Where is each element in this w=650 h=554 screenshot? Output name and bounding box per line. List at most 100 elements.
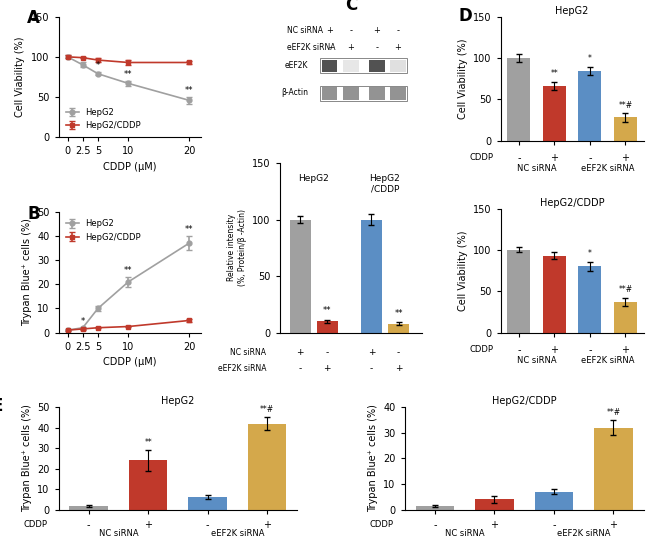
- Text: NC siRNA: NC siRNA: [99, 529, 138, 538]
- Text: -: -: [370, 364, 373, 373]
- Y-axis label: Trypan Blue⁺ cells (%): Trypan Blue⁺ cells (%): [368, 404, 378, 512]
- Bar: [317, 321, 338, 332]
- Text: -: -: [552, 520, 556, 530]
- Text: +: +: [324, 364, 331, 373]
- Text: CDDP: CDDP: [23, 520, 47, 529]
- Text: NC siRNA: NC siRNA: [517, 164, 556, 173]
- Text: D: D: [458, 7, 472, 25]
- Text: +: +: [368, 348, 375, 357]
- Text: +: +: [609, 520, 618, 530]
- Text: -: -: [298, 364, 302, 373]
- Text: HepG2: HepG2: [298, 175, 329, 183]
- Text: *: *: [588, 54, 592, 63]
- Title: HepG2/CDDP: HepG2/CDDP: [492, 396, 556, 406]
- Text: eEF2K siRNA: eEF2K siRNA: [581, 356, 634, 365]
- Text: -: -: [326, 348, 329, 357]
- Text: **: **: [395, 309, 403, 317]
- Bar: [543, 256, 566, 332]
- Text: C: C: [345, 0, 357, 14]
- Text: +: +: [326, 26, 333, 35]
- Text: +: +: [373, 26, 380, 35]
- Text: **#: **#: [618, 100, 632, 110]
- Legend: HepG2, HepG2/CDDP: HepG2, HepG2/CDDP: [62, 104, 144, 133]
- Bar: [129, 460, 168, 510]
- Bar: [289, 219, 311, 332]
- Text: -: -: [433, 520, 437, 530]
- Bar: [343, 88, 359, 100]
- Bar: [415, 506, 454, 510]
- Bar: [248, 423, 287, 510]
- Text: -: -: [87, 520, 90, 530]
- Text: **#: **#: [260, 406, 274, 414]
- Text: eEF2K siRNA: eEF2K siRNA: [218, 364, 266, 373]
- Bar: [70, 506, 108, 510]
- X-axis label: CDDP (μM): CDDP (μM): [103, 357, 157, 367]
- Bar: [475, 499, 514, 510]
- Bar: [320, 58, 408, 74]
- Text: NC siRNA: NC siRNA: [287, 26, 323, 35]
- Text: **: **: [144, 438, 152, 447]
- Text: β-Actin: β-Actin: [281, 89, 308, 98]
- Text: +: +: [348, 43, 354, 52]
- Text: NC siRNA: NC siRNA: [230, 348, 266, 357]
- Bar: [594, 428, 632, 510]
- Bar: [543, 86, 566, 141]
- Text: +: +: [621, 345, 629, 355]
- Bar: [507, 250, 530, 332]
- Text: +: +: [144, 520, 152, 530]
- Text: **: **: [124, 265, 133, 275]
- Text: A: A: [27, 9, 40, 27]
- Text: HepG2
/CDDP: HepG2 /CDDP: [370, 175, 400, 194]
- Text: eEF2K: eEF2K: [285, 61, 308, 70]
- Bar: [578, 71, 601, 141]
- Text: **: **: [185, 224, 193, 234]
- Text: CDDP: CDDP: [369, 520, 393, 529]
- Bar: [188, 497, 227, 510]
- Text: +: +: [395, 43, 402, 52]
- Y-axis label: Cell Viability (%): Cell Viability (%): [458, 38, 468, 119]
- Text: eEF2K siRNA: eEF2K siRNA: [557, 529, 610, 538]
- Text: -: -: [588, 345, 592, 355]
- Title: HepG2/CDDP: HepG2/CDDP: [540, 198, 604, 208]
- Bar: [578, 266, 601, 332]
- Text: +: +: [490, 520, 499, 530]
- Bar: [369, 60, 385, 72]
- Bar: [390, 88, 406, 100]
- Text: *: *: [96, 61, 100, 70]
- Bar: [388, 324, 409, 332]
- Text: +: +: [263, 520, 271, 530]
- Legend: HepG2, HepG2/CDDP: HepG2, HepG2/CDDP: [62, 216, 144, 245]
- Y-axis label: Cell Viability (%): Cell Viability (%): [16, 37, 25, 117]
- Text: *: *: [588, 249, 592, 258]
- Bar: [361, 219, 382, 332]
- Text: -: -: [397, 348, 400, 357]
- Text: E: E: [0, 397, 3, 415]
- Bar: [369, 88, 385, 100]
- Bar: [390, 60, 406, 72]
- Text: -: -: [328, 43, 331, 52]
- Text: -: -: [375, 43, 378, 52]
- Text: +: +: [395, 364, 402, 373]
- Text: eEF2K siRNA: eEF2K siRNA: [287, 43, 335, 52]
- Bar: [614, 117, 637, 141]
- Bar: [507, 58, 530, 141]
- Title: HepG2: HepG2: [556, 6, 589, 16]
- Bar: [614, 302, 637, 332]
- Text: **: **: [124, 70, 133, 79]
- Text: -: -: [396, 26, 400, 35]
- Text: +: +: [621, 153, 629, 163]
- Text: NC siRNA: NC siRNA: [517, 356, 556, 365]
- Text: **: **: [551, 69, 558, 78]
- Text: *: *: [81, 317, 85, 326]
- Text: -: -: [517, 345, 521, 355]
- Bar: [320, 86, 408, 101]
- Text: **#: **#: [606, 408, 620, 417]
- Y-axis label: Trypan Blue⁺ cells (%): Trypan Blue⁺ cells (%): [21, 218, 32, 326]
- X-axis label: CDDP (μM): CDDP (μM): [103, 162, 157, 172]
- Text: eEF2K siRNA: eEF2K siRNA: [211, 529, 264, 538]
- Y-axis label: Relative intensity
(%, Protein/β -Actin): Relative intensity (%, Protein/β -Actin): [227, 209, 246, 286]
- Text: -: -: [206, 520, 209, 530]
- Y-axis label: Cell Viability (%): Cell Viability (%): [458, 230, 468, 311]
- Text: **: **: [185, 86, 193, 95]
- Text: +: +: [551, 153, 558, 163]
